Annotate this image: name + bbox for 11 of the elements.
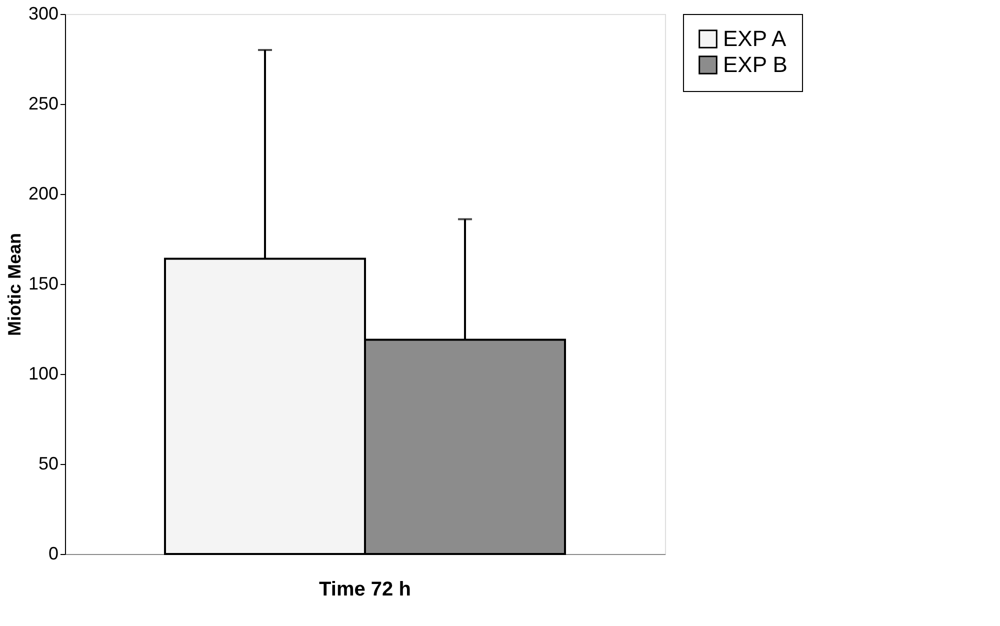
y-axis-title: Miotic Mean — [4, 232, 24, 336]
y-tick-label: 50 — [38, 454, 58, 474]
y-tick-label: 150 — [28, 274, 58, 294]
y-tick-label: 250 — [28, 94, 58, 114]
y-tick-label: 200 — [28, 184, 58, 204]
x-tick-label: Time 72 h — [319, 578, 411, 600]
y-tick-label: 100 — [28, 364, 58, 384]
y-tick-label: 300 — [28, 4, 58, 24]
legend-label: EXP B — [723, 52, 788, 77]
legend-label: EXP A — [723, 26, 787, 51]
y-tick-label: 0 — [48, 544, 58, 564]
